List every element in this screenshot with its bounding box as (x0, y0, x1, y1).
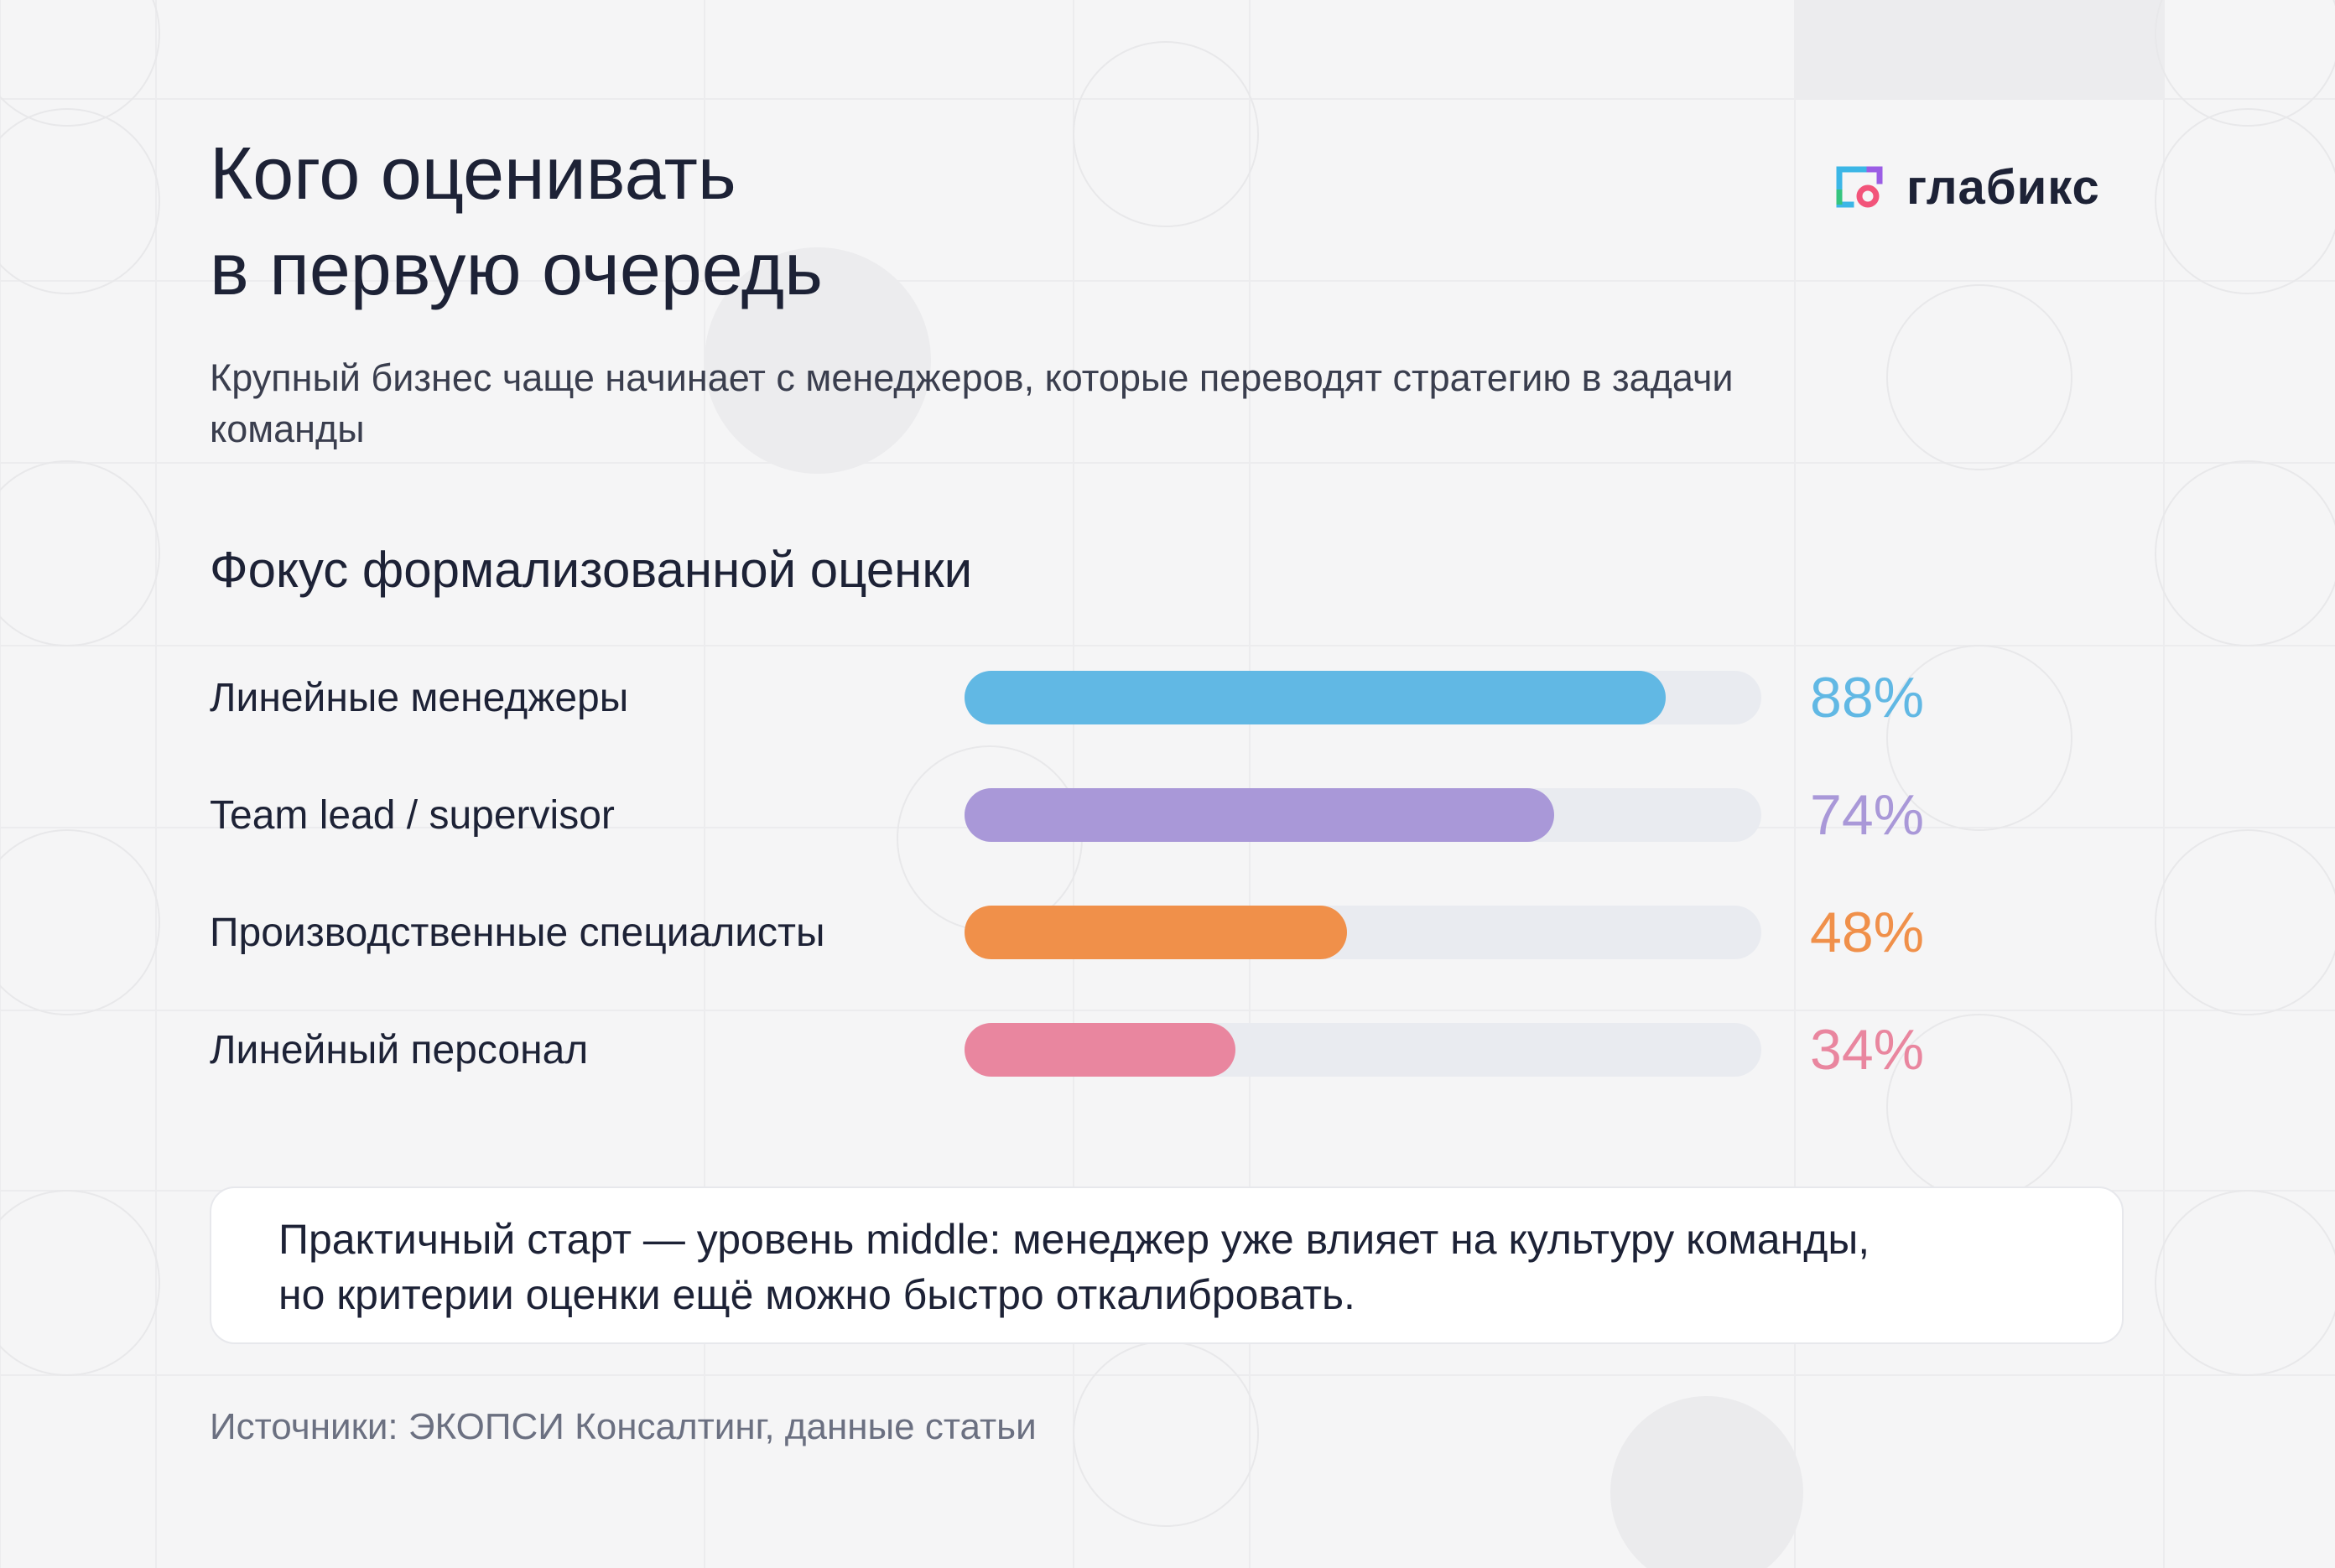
bg-circle (2155, 0, 2335, 127)
category-label: Team lead / supervisor (210, 793, 615, 838)
page-title: Кого оценивать в первую очередь (210, 126, 823, 317)
bg-circle (0, 108, 160, 294)
bar (965, 788, 1554, 842)
value-label: 74% (1810, 783, 1924, 847)
glabix-logo-icon (1836, 166, 1883, 207)
bg-circle (0, 1190, 160, 1376)
bar (965, 1023, 1235, 1077)
bg-circle (0, 460, 160, 646)
bg-circle (2155, 829, 2335, 1015)
bg-filled-circle (705, 247, 931, 474)
value-label: 48% (1810, 901, 1924, 964)
chart-row: Team lead / supervisor 74% (210, 783, 1924, 847)
callout-line-1: Практичный старт — уровень middle: менед… (278, 1216, 1870, 1263)
category-label: Линейные менеджеры (210, 676, 628, 720)
bg-circle (1886, 645, 2072, 831)
bg-circle (0, 829, 160, 1015)
bg-circle (2155, 108, 2335, 294)
source-footnote: Источники: ЭКОПСИ Консалтинг, данные ста… (210, 1406, 1037, 1447)
bg-corner-shape (1795, 0, 2164, 99)
brand-name: глабикс (1906, 160, 2100, 215)
bg-circle (2155, 460, 2335, 646)
bg-circle (0, 0, 160, 127)
value-label: 88% (1810, 666, 1924, 729)
chart-row: Линейный персонал 34% (210, 1018, 1924, 1082)
callout-line-2: но критерии оценки ещё можно быстро отка… (278, 1271, 1355, 1318)
category-label: Производственные специалисты (210, 911, 825, 955)
chart-section-title: Фокус формализованной оценки (210, 542, 973, 598)
bg-filled-circle (1610, 1396, 1803, 1568)
bar (965, 906, 1347, 959)
chart-row: Линейные менеджеры 88% (210, 666, 1924, 729)
callout-box: Практичный старт — уровень middle: менед… (210, 1186, 2124, 1344)
page-title-line-1: Кого оценивать (210, 132, 736, 215)
subtitle: Крупный бизнес чаще начинает с менеджеро… (210, 356, 1734, 450)
chart-row: Производственные специалисты 48% (210, 901, 1924, 964)
brand-logo: глабикс (1833, 159, 2100, 215)
bar (965, 671, 1666, 724)
value-label: 34% (1810, 1018, 1924, 1082)
bg-circle (1886, 284, 2072, 470)
bg-circle (1073, 41, 1259, 227)
page-title-line-2: в первую очередь (210, 227, 823, 310)
bg-circle (2155, 1190, 2335, 1376)
category-label: Линейный персонал (210, 1028, 588, 1072)
